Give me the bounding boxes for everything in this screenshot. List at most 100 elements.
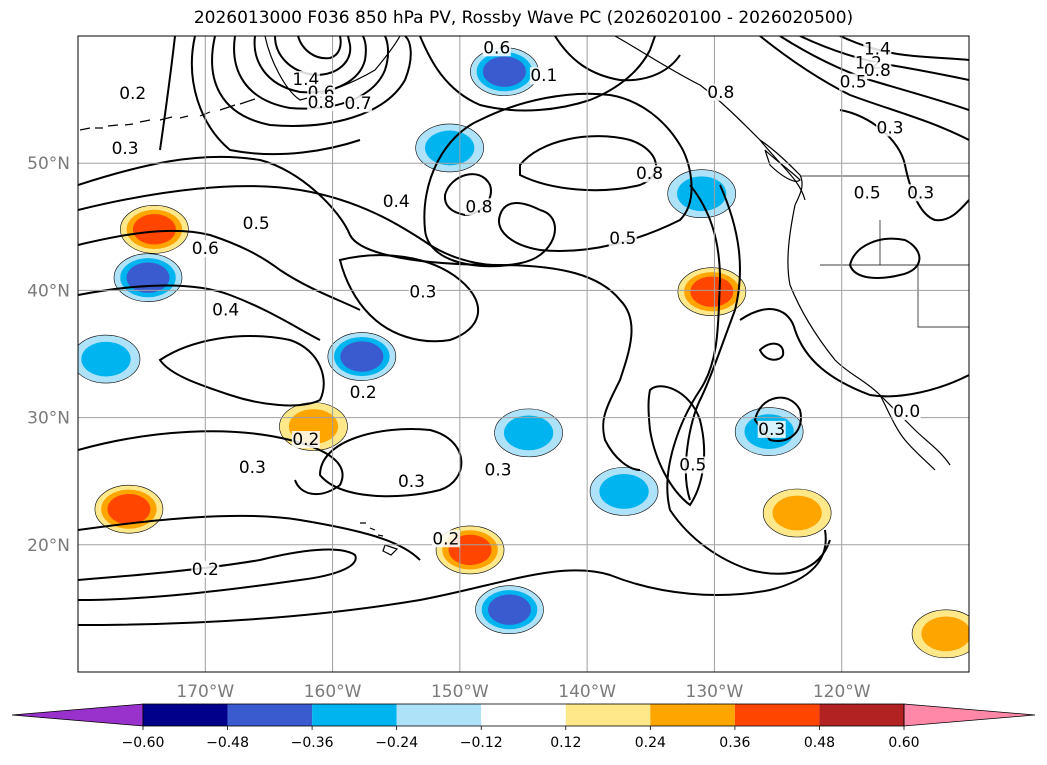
y-tick-label: 20°N xyxy=(27,536,70,556)
pv-contour-east-6 xyxy=(848,237,921,279)
pv-contour-0-3-trough-2 xyxy=(684,184,741,501)
pv-contour-east-8 xyxy=(753,396,802,442)
x-tick-label: 150°W xyxy=(431,682,489,702)
contour-label: 0.2 xyxy=(119,84,146,104)
pv-contour-0-2-mid xyxy=(158,335,325,407)
anomaly-blob-5-level-2 xyxy=(340,341,384,372)
contour-label-backdrop xyxy=(853,184,882,202)
contour-label-backdrop xyxy=(118,85,147,103)
contour-label: 0.1 xyxy=(530,66,557,86)
pv-contour-0-4 xyxy=(78,185,556,267)
colorbar-tick-label: 0.36 xyxy=(719,735,750,751)
colorbar-tick-label: 0.48 xyxy=(804,735,835,751)
y-tick-label: 40°N xyxy=(27,281,70,301)
contour-label: 0.3 xyxy=(409,282,436,302)
baja-coast xyxy=(879,394,936,471)
contour-label: 0.3 xyxy=(239,458,266,478)
contour-labels: 0.20.31.40.60.8 0.70.60.10.80.80.50.40.50… xyxy=(111,38,935,580)
contour-label: 0.2 xyxy=(292,430,319,450)
pv-contour-0-5-east xyxy=(423,92,693,268)
colorbar-tick-label: 0.24 xyxy=(635,735,666,751)
contour-label: 0.3 xyxy=(758,420,785,440)
pv-contour-0-2-south xyxy=(78,514,421,561)
contour-label-backdrop xyxy=(431,530,460,548)
y-tick-label: 30°N xyxy=(27,409,70,429)
contour-label: 0.2 xyxy=(192,560,219,580)
anomaly-blob-4-level-2 xyxy=(132,214,176,245)
anomaly-blob-12-level-2 xyxy=(107,493,151,525)
contour-label: 0.8 xyxy=(465,197,492,217)
colorbar-tick-label: 0.60 xyxy=(888,735,919,751)
pv-contour-alaska-east xyxy=(554,36,681,82)
hawaii-islands xyxy=(360,522,399,556)
pv-contour-east-2 xyxy=(779,36,969,111)
colorbar-segment xyxy=(481,704,566,726)
x-tick-label: 140°W xyxy=(558,682,616,702)
contour-label-backdrop xyxy=(408,283,437,301)
x-tick-label: 160°W xyxy=(304,682,362,702)
colorbar-tick-label: −0.48 xyxy=(206,735,249,751)
pv-contour-0-2-low xyxy=(78,548,357,601)
contour-label-backdrop xyxy=(484,461,513,479)
pv-ring-1 xyxy=(211,36,412,127)
colorbar-segment xyxy=(650,704,735,726)
colorbar-segment xyxy=(734,704,820,726)
contour-label: 0.5 xyxy=(609,229,636,249)
contour-label: 0.8 xyxy=(707,83,734,103)
contour-label: 0.3 xyxy=(877,118,904,138)
contour-label: 0.2 xyxy=(350,383,377,403)
contour-label: 0.3 xyxy=(907,183,934,203)
pv-contour-0-3-trough-1 xyxy=(666,184,831,575)
colorbar: −0.60 −0.48 −0.36 −0.24 −0.12 0.12 0.24 0.36 0.4… xyxy=(11,703,1036,751)
x-tick-label: 170°W xyxy=(176,682,234,702)
pv-contour-0-8 xyxy=(519,135,657,192)
colorbar-segment xyxy=(819,704,904,726)
pv-contour-north-mid xyxy=(419,36,656,112)
state-borders xyxy=(820,220,969,328)
contour-label: 0.7 xyxy=(345,94,372,114)
contour-label: 0.6 xyxy=(192,239,219,259)
contour-label-backdrop xyxy=(191,240,220,258)
contour-label-backdrop xyxy=(382,193,411,211)
colorbar-tick-label: −0.12 xyxy=(460,735,503,751)
contour-label: 0.4 xyxy=(212,300,239,320)
colorbar-segment xyxy=(143,704,228,726)
colorbar-tick-label: −0.24 xyxy=(375,735,418,751)
anomaly-blob-15-level-2 xyxy=(487,594,532,625)
contour-label: 0.5 xyxy=(679,455,706,475)
chart-title: 2026013000 F036 850 hPa PV, Rossby Wave … xyxy=(193,8,854,28)
anomaly-blob-10-level-1 xyxy=(599,473,649,509)
contour-label-backdrop xyxy=(242,214,271,232)
y-axis-ticks: 20°N 30°N 40°N 50°N xyxy=(27,154,70,556)
colorbar-tick-label: −0.36 xyxy=(291,735,334,751)
colorbar-extend-max xyxy=(903,703,1036,727)
colorbar-tick-label: 0.12 xyxy=(550,735,581,751)
contour-label: 0.8 xyxy=(636,164,663,184)
pv-contour-low-north-2 xyxy=(191,36,361,156)
pv-ring-3 xyxy=(253,36,367,94)
contour-label-backdrop xyxy=(906,184,935,202)
contour-label-backdrop xyxy=(307,93,336,111)
contour-label: 0.8 xyxy=(864,61,891,81)
contour-label: 0.5 xyxy=(840,73,867,93)
contour-label-backdrop xyxy=(529,67,558,85)
pv-contour-0-3-ring xyxy=(318,428,463,498)
anomaly-blob-3-level-1 xyxy=(81,341,131,377)
contour-label-backdrop xyxy=(678,456,707,474)
contour-label-backdrop xyxy=(863,40,892,58)
contour-label-backdrop xyxy=(291,431,320,449)
map-frame xyxy=(77,35,970,673)
contour-label-backdrop xyxy=(211,301,240,319)
contour-label-backdrop xyxy=(482,39,511,57)
x-tick-label: 120°W xyxy=(813,682,871,702)
contour-label-backdrop xyxy=(349,383,378,401)
contour-label-backdrop xyxy=(892,403,921,421)
contour-label: 0.6 xyxy=(483,38,510,58)
pv-contour-0-3-mid xyxy=(338,254,480,343)
contour-label: 0.2 xyxy=(432,529,459,549)
colorbar-tick-label: −0.60 xyxy=(122,735,165,751)
anomaly-blob-6-level-2 xyxy=(690,276,734,307)
pv-contour-0-5-trough xyxy=(647,385,706,507)
lat-lon-gridlines xyxy=(78,36,969,672)
colorbar-extend-min xyxy=(11,703,144,727)
